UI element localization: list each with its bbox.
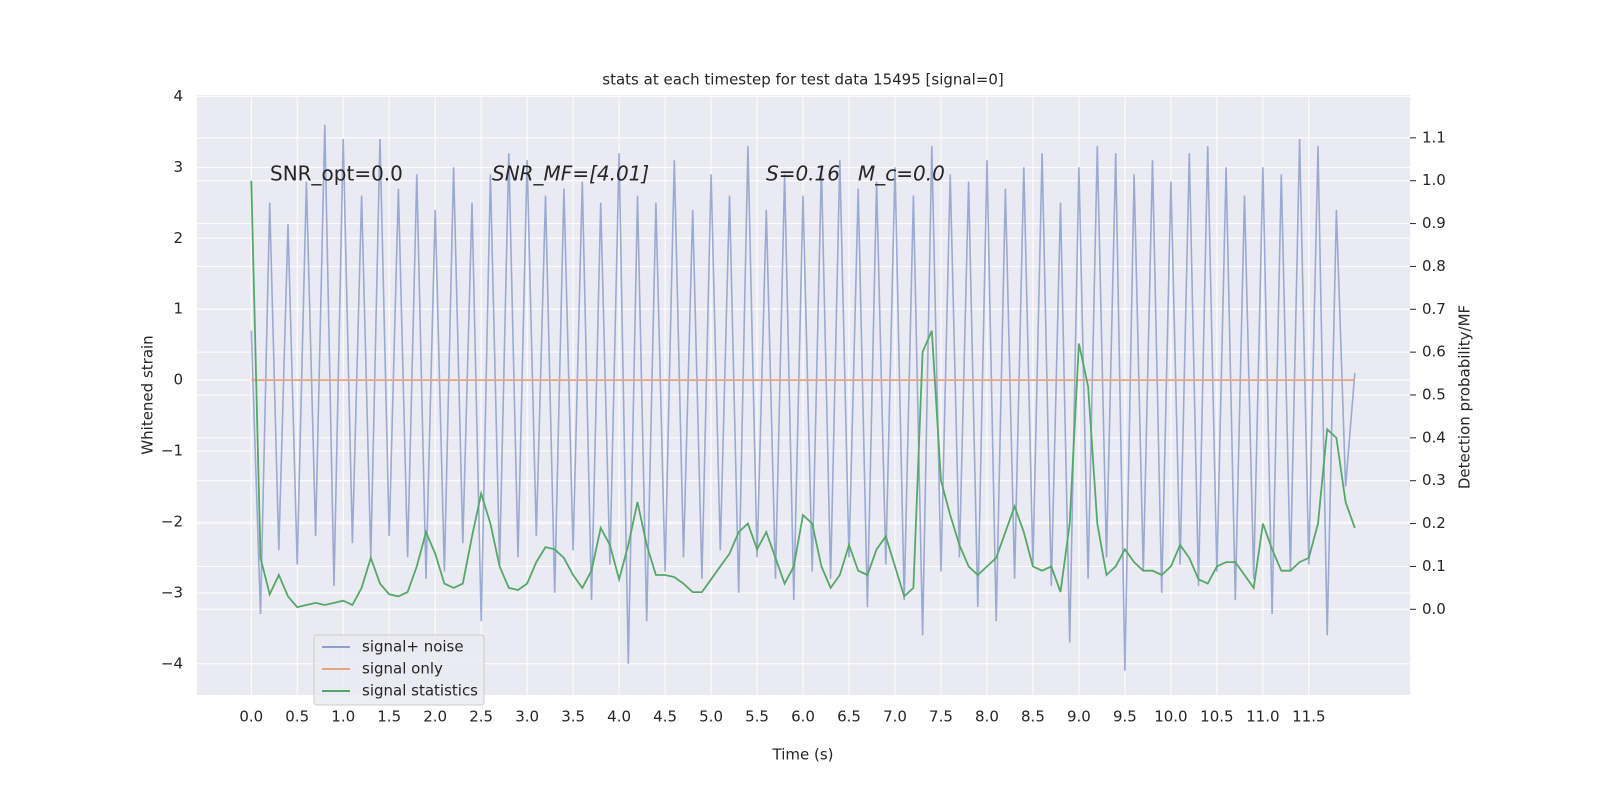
y2-tick-label: 0.4	[1422, 428, 1446, 446]
x-tick-label: 8.0	[975, 708, 999, 726]
y-tick-label: −2	[161, 512, 183, 530]
x-tick-label: 2.5	[469, 708, 493, 726]
y2-tick-label: 0.1	[1422, 557, 1446, 575]
legend-label: signal statistics	[362, 682, 478, 700]
x-tick-label: 10.0	[1154, 708, 1187, 726]
y2-tick-label: 0.3	[1422, 471, 1446, 489]
y2-tick-label: 0.0	[1422, 600, 1446, 618]
y-tick-label: −3	[161, 583, 183, 601]
legend-label: signal+ noise	[362, 638, 464, 656]
x-tick-label: 2.0	[423, 708, 447, 726]
x-tick-label: 5.5	[745, 708, 769, 726]
y2-tick-label: 1.1	[1422, 128, 1446, 146]
x-tick-label: 7.5	[929, 708, 953, 726]
x-tick-label: 0.5	[285, 708, 309, 726]
x-tick-label: 7.0	[883, 708, 907, 726]
chart-title: stats at each timestep for test data 154…	[602, 71, 1003, 89]
y-tick-label: 1	[173, 300, 183, 318]
y2-tick-label: 0.5	[1422, 386, 1446, 404]
x-tick-label: 3.5	[561, 708, 585, 726]
x-tick-label: 9.0	[1067, 708, 1091, 726]
y2-tick-label: 0.6	[1422, 343, 1446, 361]
legend-box	[313, 634, 485, 706]
x-tick-label: 4.5	[653, 708, 677, 726]
y2-tick-label: 0.7	[1422, 300, 1446, 318]
y-tick-label: 2	[173, 229, 183, 247]
y2-tick-label: 0.2	[1422, 514, 1446, 532]
y-tick-label: 0	[173, 371, 183, 389]
x-tick-label: 6.0	[791, 708, 815, 726]
x-tick-label: 8.5	[1021, 708, 1045, 726]
x-tick-label: 11.5	[1292, 708, 1325, 726]
x-tick-label: 1.0	[331, 708, 355, 726]
legend-label: signal only	[362, 660, 443, 678]
x-tick-label: 4.0	[607, 708, 631, 726]
x-tick-label: 0.0	[239, 708, 263, 726]
x-tick-label: 1.5	[377, 708, 401, 726]
annotation: M_c=0.0	[858, 162, 945, 186]
x-tick-label: 9.5	[1113, 708, 1137, 726]
x-tick-label: 10.5	[1200, 708, 1233, 726]
annotation: SNR_opt=0.0	[270, 162, 403, 186]
y2-tick-label: 0.8	[1422, 257, 1446, 275]
x-tick-label: 11.0	[1246, 708, 1279, 726]
y-tick-label: 4	[173, 87, 183, 105]
annotation: S=0.16	[766, 162, 840, 186]
series-line	[250, 180, 1356, 609]
x-tick-label: 5.0	[699, 708, 723, 726]
y-tick-label: 3	[173, 158, 183, 176]
x-tick-label: 3.0	[515, 708, 539, 726]
annotation: SNR_MF=[4.01]	[492, 162, 649, 186]
y-axis-label: Whitened strain	[139, 335, 157, 454]
x-tick-label: 6.5	[837, 708, 861, 726]
x-axis-label: Time (s)	[772, 746, 834, 764]
y-tick-label: −1	[161, 442, 183, 460]
y2-tick-label: 1.0	[1422, 171, 1446, 189]
series-line	[250, 124, 1356, 671]
y-tick-label: −4	[161, 654, 183, 672]
y2-axis-label: Detection probability/MF	[1456, 305, 1474, 489]
y2-tick-label: 0.9	[1422, 214, 1446, 232]
